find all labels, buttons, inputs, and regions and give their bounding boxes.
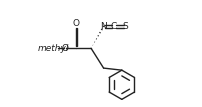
Text: O: O xyxy=(73,19,80,28)
Text: S: S xyxy=(122,22,128,31)
Text: methyl: methyl xyxy=(38,44,69,53)
Text: N: N xyxy=(100,22,106,31)
Text: O: O xyxy=(61,44,68,53)
Text: C: C xyxy=(110,22,117,31)
